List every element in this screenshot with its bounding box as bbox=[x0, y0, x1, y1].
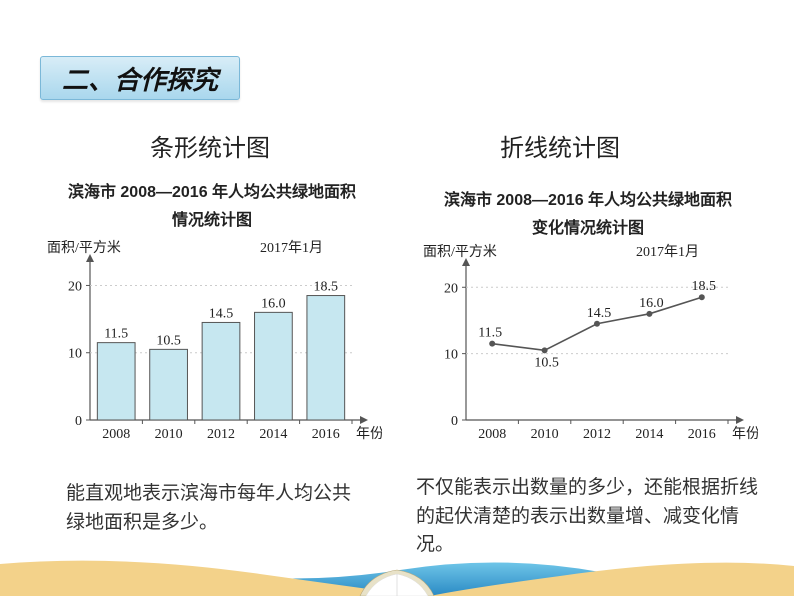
line-chart: 面积/平方米 2017年1月 0 10 20 2008 2010 2012 2014 2016 11… bbox=[418, 240, 758, 480]
svg-text:11.5: 11.5 bbox=[478, 326, 502, 341]
svg-text:2008: 2008 bbox=[478, 427, 506, 442]
left-title: 条形统计图 bbox=[150, 128, 270, 163]
svg-text:2017年1月: 2017年1月 bbox=[636, 244, 699, 260]
right-subtitle-1: 滨海市 2008—2016 年人均公共绿地面积 bbox=[418, 186, 758, 210]
svg-text:2016: 2016 bbox=[312, 427, 340, 442]
svg-text:14.5: 14.5 bbox=[209, 306, 234, 321]
svg-text:2010: 2010 bbox=[155, 427, 183, 442]
section-header: 二、合作探究 bbox=[40, 56, 240, 100]
svg-text:0: 0 bbox=[75, 414, 82, 429]
footer-decoration bbox=[0, 554, 794, 596]
svg-text:面积/平方米: 面积/平方米 bbox=[47, 240, 121, 256]
svg-text:面积/平方米: 面积/平方米 bbox=[423, 244, 497, 260]
svg-text:年份: 年份 bbox=[356, 426, 382, 442]
svg-text:16.0: 16.0 bbox=[639, 296, 664, 311]
left-subtitle-2: 情况统计图 bbox=[42, 206, 382, 230]
svg-text:2014: 2014 bbox=[635, 427, 663, 442]
svg-text:10.5: 10.5 bbox=[156, 333, 181, 348]
svg-text:2014: 2014 bbox=[259, 427, 287, 442]
svg-text:2008: 2008 bbox=[102, 427, 130, 442]
svg-text:10: 10 bbox=[68, 347, 82, 362]
svg-text:2016: 2016 bbox=[688, 427, 716, 442]
svg-text:年份: 年份 bbox=[732, 426, 758, 442]
svg-text:0: 0 bbox=[451, 414, 458, 429]
right-summary: 不仅能表示出数量的多少，还能根据折线的起伏清楚的表示出数量增、减变化情况。 bbox=[416, 474, 776, 560]
left-summary: 能直观地表示滨海市每年人均公共绿地面积是多少。 bbox=[66, 480, 366, 537]
svg-text:20: 20 bbox=[68, 279, 82, 294]
right-title: 折线统计图 bbox=[500, 128, 620, 163]
svg-text:2012: 2012 bbox=[583, 427, 611, 442]
svg-text:11.5: 11.5 bbox=[104, 327, 128, 342]
section-header-text: 二、合作探究 bbox=[62, 60, 218, 97]
left-subtitle-1: 滨海市 2008—2016 年人均公共绿地面积 bbox=[42, 178, 382, 202]
svg-text:16.0: 16.0 bbox=[261, 296, 286, 311]
svg-text:2017年1月: 2017年1月 bbox=[260, 240, 323, 256]
bar-chart-svg: 面积/平方米 2017年1月 0 10 20 11.5 2008 10.5 2010 14.5 20… bbox=[42, 232, 382, 462]
svg-text:14.5: 14.5 bbox=[587, 306, 612, 321]
line-chart-svg: 面积/平方米 2017年1月 0 10 20 2008 2010 2012 2014 2016 11… bbox=[418, 240, 758, 460]
bar-chart: 面积/平方米 2017年1月 0 10 20 11.5 2008 10.5 2010 14.5 20… bbox=[42, 232, 382, 472]
svg-text:2010: 2010 bbox=[531, 427, 559, 442]
svg-text:18.5: 18.5 bbox=[314, 280, 339, 295]
footer-svg bbox=[0, 554, 794, 596]
right-subtitle-2: 变化情况统计图 bbox=[418, 214, 758, 238]
svg-text:20: 20 bbox=[444, 281, 458, 296]
svg-text:2012: 2012 bbox=[207, 427, 235, 442]
svg-text:10.5: 10.5 bbox=[534, 355, 559, 370]
svg-text:18.5: 18.5 bbox=[692, 279, 717, 294]
svg-text:10: 10 bbox=[444, 348, 458, 363]
